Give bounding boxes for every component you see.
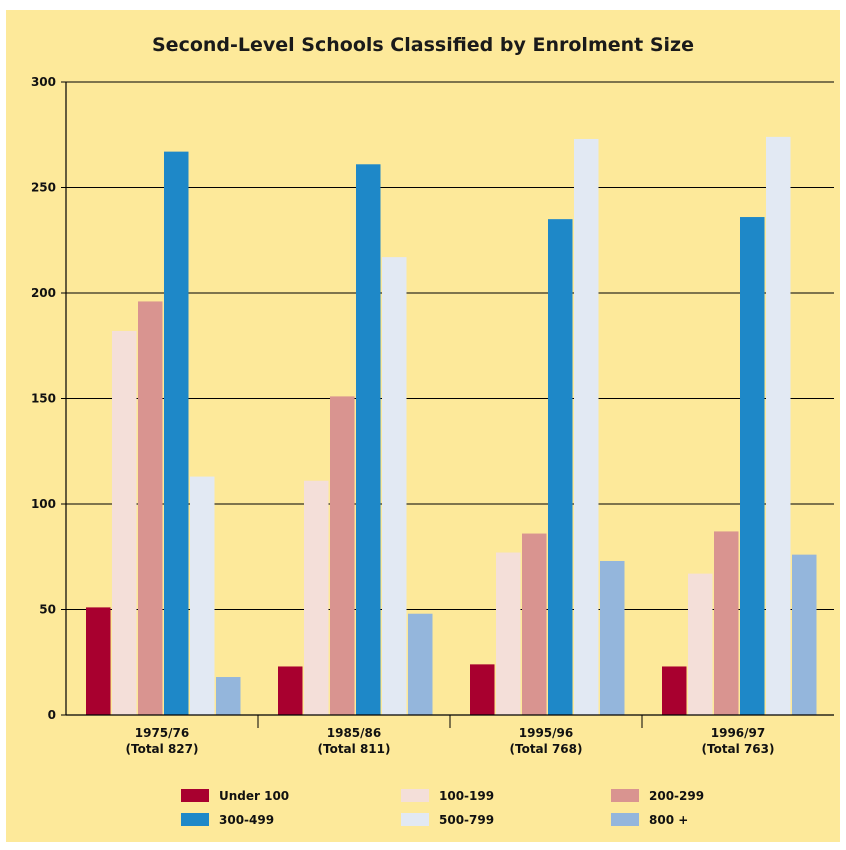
legend-swatch: [611, 813, 639, 826]
bar-chart: 0 50 100 150 200 250 300 1975/76 (Total 827) 1985…: [31, 75, 834, 827]
bar-300-499: [548, 219, 573, 715]
bar-300-499: [164, 151, 189, 715]
y-tick-label: 300: [31, 75, 56, 89]
x-category-sublabel: (Total 763): [702, 742, 775, 756]
bar-200-299: [714, 531, 739, 715]
legend-label: 500-799: [439, 813, 494, 827]
x-category-sublabel: (Total 811): [318, 742, 391, 756]
bar-100-199: [496, 552, 521, 715]
bar-under-100: [278, 666, 303, 715]
chart-title: Second-Level Schools Classified by Enrol…: [152, 34, 694, 56]
chart-panel: Second-Level Schools Classified by Enrol…: [6, 10, 840, 842]
x-category-label: 1995/96: [519, 726, 573, 740]
bar-800: [408, 613, 433, 715]
x-category-label: 1996/97: [711, 726, 765, 740]
bar-500-799: [382, 257, 407, 715]
bar-800: [600, 560, 625, 715]
y-tick-label: 100: [31, 497, 56, 511]
legend-label: Under 100: [219, 789, 289, 803]
x-category-label: 1985/86: [327, 726, 381, 740]
bar-300-499: [356, 164, 381, 716]
y-tick-label: 50: [39, 603, 56, 617]
y-tick-label: 200: [31, 286, 56, 300]
bar-100-199: [688, 573, 713, 715]
legend-label: 200-299: [649, 789, 704, 803]
bar-200-299: [330, 396, 355, 715]
bar-100-199: [112, 330, 137, 715]
y-tick-label: 250: [31, 181, 56, 195]
bar-100-199: [304, 480, 329, 715]
y-tick-label: 0: [48, 708, 56, 722]
bar-200-299: [522, 533, 547, 715]
bar-under-100: [86, 607, 111, 715]
bar-300-499: [740, 217, 765, 716]
legend-swatch: [401, 813, 429, 826]
x-category-sublabel: (Total 827): [126, 742, 199, 756]
bar-500-799: [574, 138, 599, 716]
bar-under-100: [662, 666, 687, 715]
legend-swatch: [401, 789, 429, 802]
bar-under-100: [470, 664, 495, 715]
legend-swatch: [181, 789, 209, 802]
x-category-label: 1975/76: [135, 726, 189, 740]
bar-500-799: [766, 136, 791, 716]
legend-label: 300-499: [219, 813, 274, 827]
bar-800: [216, 677, 241, 715]
bar-200-299: [138, 301, 163, 715]
legend-label: 100-199: [439, 789, 494, 803]
legend-swatch: [181, 813, 209, 826]
bar-500-799: [190, 476, 215, 715]
bar-800: [792, 554, 817, 715]
y-tick-label: 150: [31, 392, 56, 406]
x-category-sublabel: (Total 768): [510, 742, 583, 756]
legend-swatch: [611, 789, 639, 802]
legend-label: 800 +: [649, 813, 688, 827]
